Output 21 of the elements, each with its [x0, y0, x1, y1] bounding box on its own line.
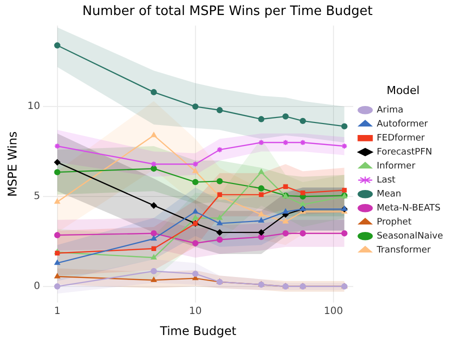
x-tick-label: 10 [188, 306, 202, 318]
legend-title: Model [386, 84, 420, 97]
chart-title: Number of total MSPE Wins per Time Budget [82, 4, 373, 20]
x-tick-label: 1 [54, 306, 60, 318]
legend-label: Last [376, 175, 396, 186]
x-tick-label: 100 [324, 306, 344, 318]
legend-label: Arima [376, 105, 404, 116]
legend-label: Meta-N-BEATS [376, 203, 441, 214]
legend-label: Transformer [376, 245, 432, 256]
legend-label: ForecastPFN [376, 147, 432, 158]
x-axis-title: Time Budget [158, 324, 237, 338]
y-tick-label: 10 [27, 101, 40, 112]
legend-label: SeasonalNaive [376, 231, 444, 242]
legend-label: Autoformer [376, 119, 428, 130]
legend-label: Mean [376, 189, 402, 200]
legend-label: Prophet [376, 217, 412, 228]
y-tick-label: 5 [34, 191, 40, 202]
legend-label: Informer [376, 161, 416, 172]
y-tick-label: 0 [34, 281, 40, 292]
legend-label: FEDformer [376, 133, 426, 144]
y-axis-title: MSPE Wins [5, 131, 20, 197]
